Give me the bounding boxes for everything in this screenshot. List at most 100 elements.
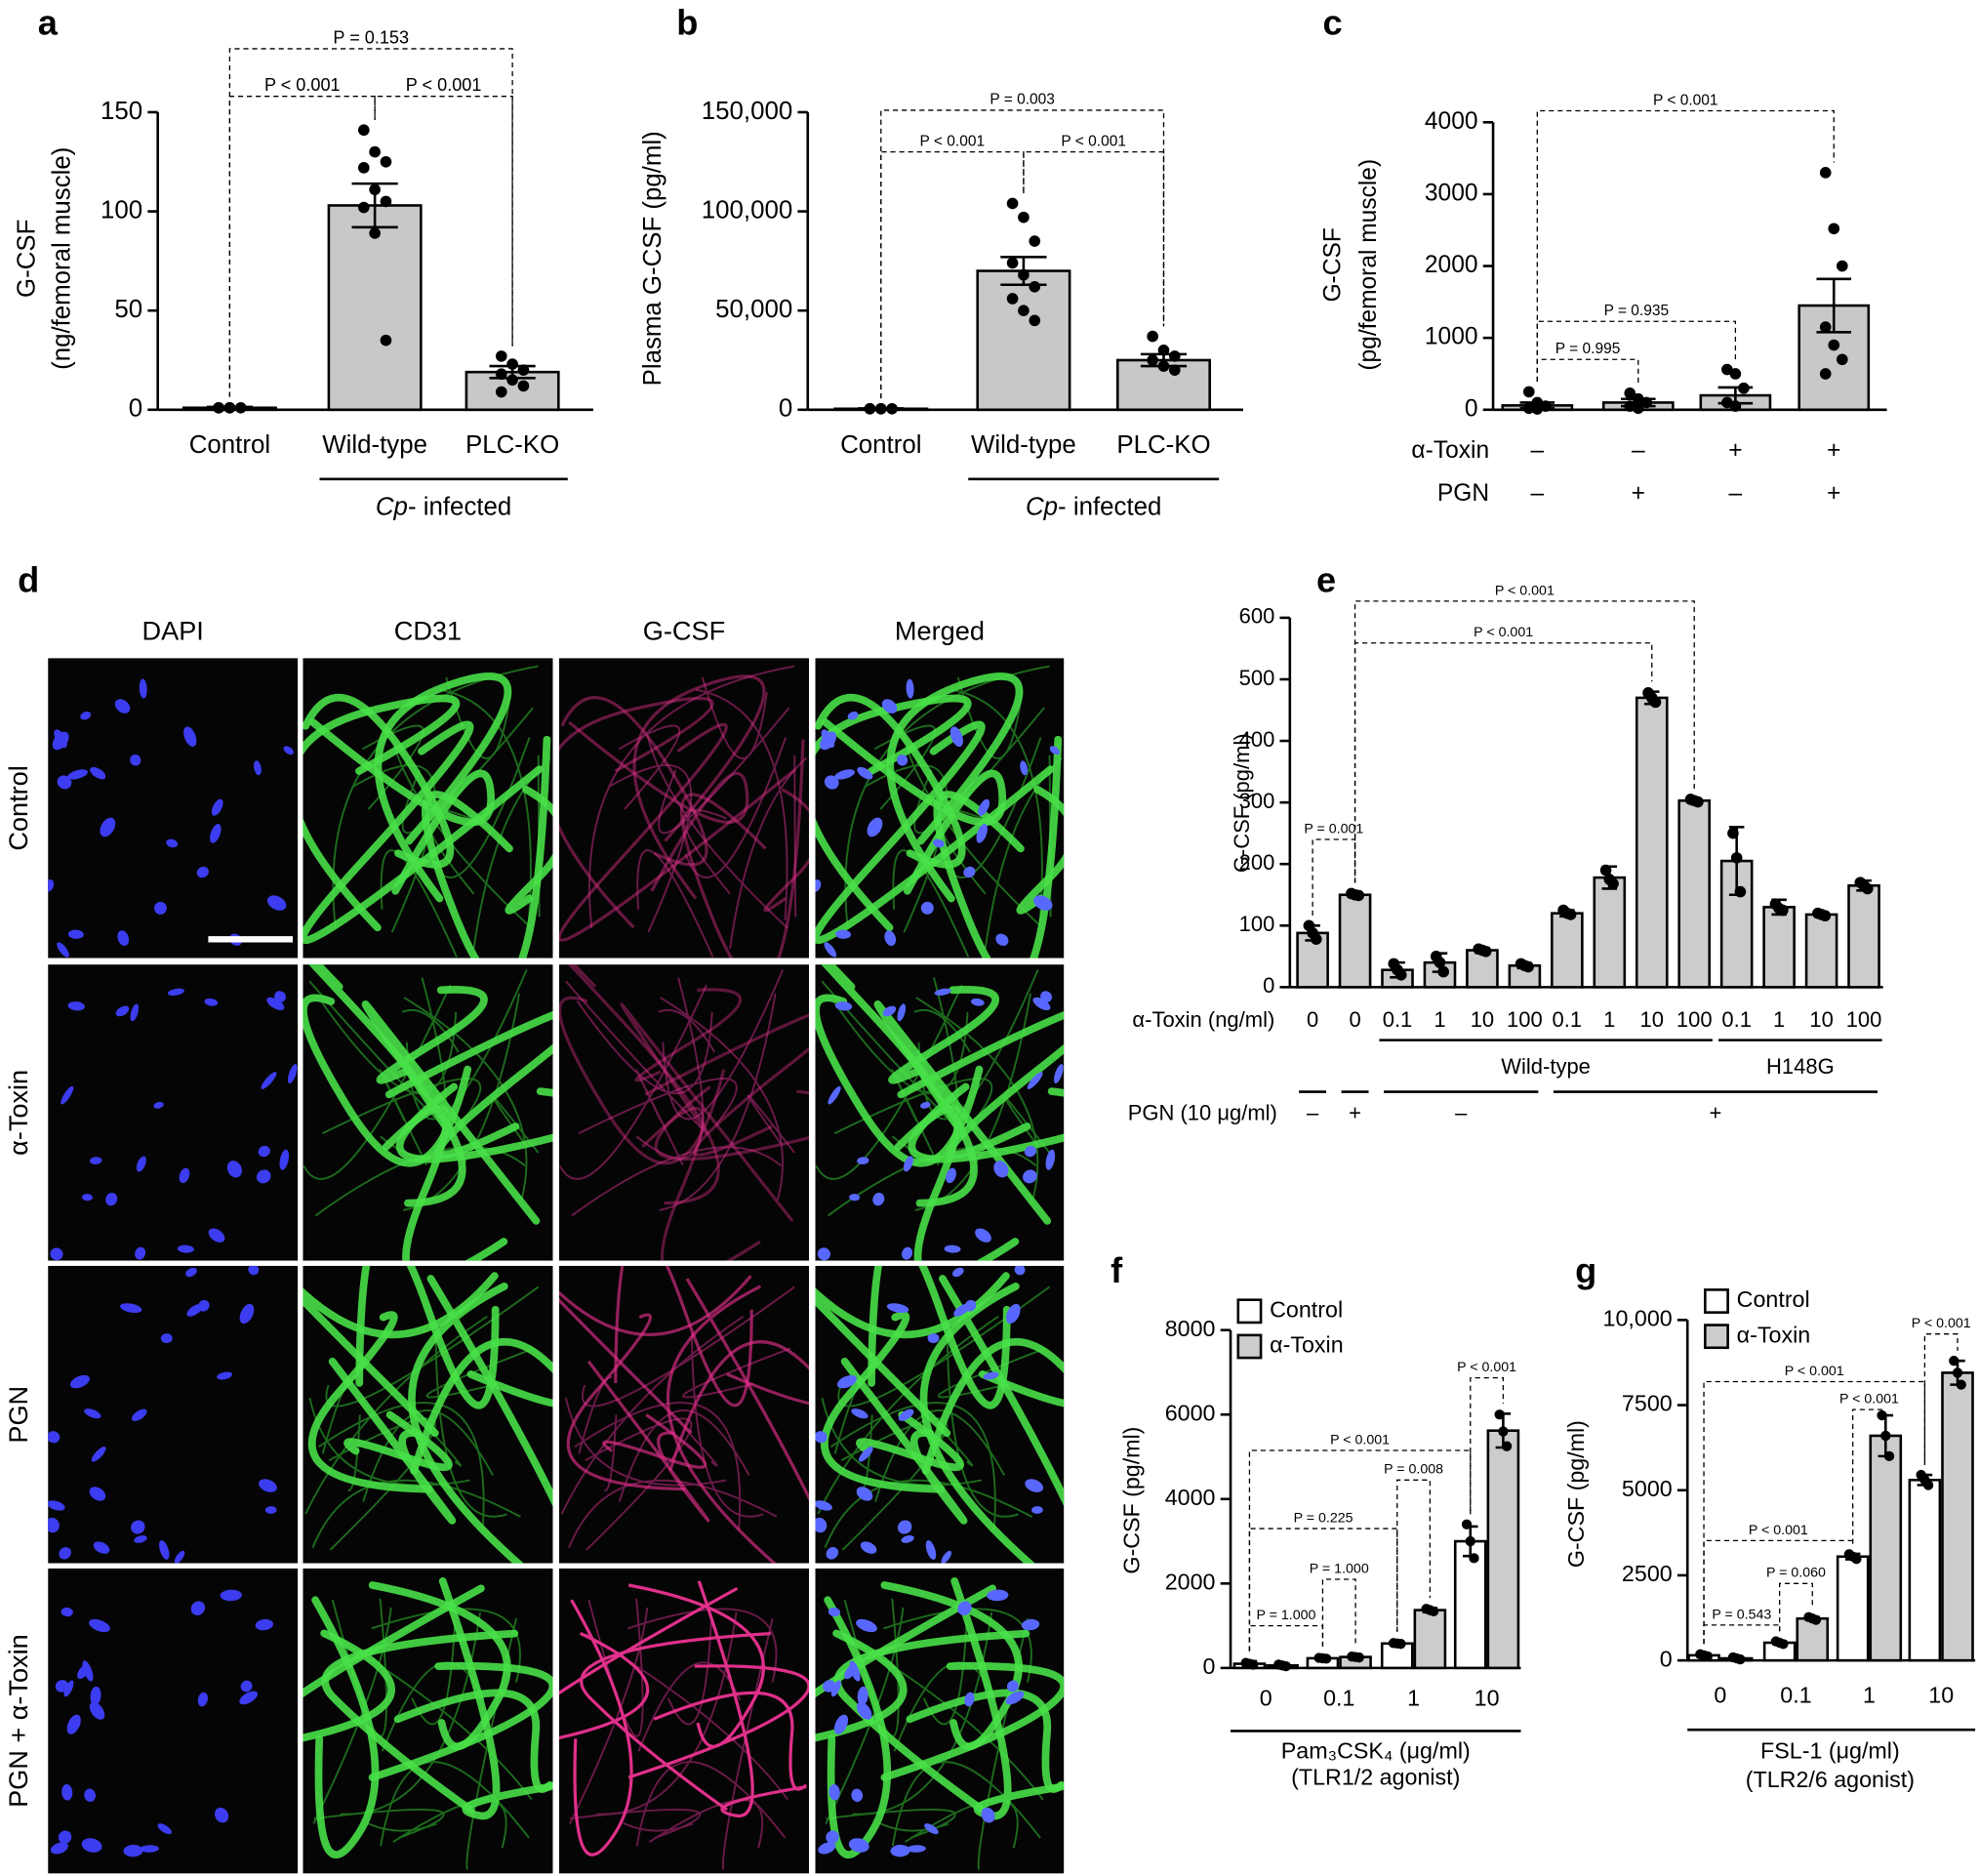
x-tick-label: 1 [1863,1683,1876,1708]
nucleus [946,1167,956,1184]
data-point [1465,1535,1475,1547]
membrane [578,1078,738,1135]
error-bar [1816,277,1852,334]
micrograph [303,658,553,958]
panel-label: c [1322,2,1342,42]
nucleus [860,1541,877,1554]
nucleus [57,775,72,790]
membrane [645,731,788,929]
data-point [1861,882,1874,895]
bar [1338,893,1372,989]
comparison-bracket [1353,600,1695,883]
nucleus [186,1303,203,1317]
chart-panel: c 0 1000 2000 3000 4000 G-CSF (pg/femoral muscl… [1320,2,1887,507]
data-point [1730,852,1743,864]
bar [1486,1429,1520,1670]
stain [558,1275,752,1435]
bar [1847,884,1880,989]
stain [558,696,714,929]
y-tick-label: 0 [129,395,142,423]
nucleus [254,760,262,776]
y-tick-label: 100 [1239,912,1275,936]
vessel [303,1272,499,1438]
nucleus [824,942,837,958]
nucleus [177,1244,194,1253]
nucleus [139,678,147,699]
nucleus [856,1487,873,1501]
membrane [445,676,512,759]
vessel [840,1357,968,1525]
nucleus [153,1101,164,1109]
nucleus [1014,1265,1026,1276]
vessel [410,1337,553,1475]
y-tick-label: 8000 [1165,1316,1216,1341]
bar [1908,1478,1942,1662]
nucleus [239,1303,255,1325]
data-point [369,145,381,158]
y-tick-label: 0 [1263,973,1274,998]
group-label: Wild-type [1501,1054,1591,1079]
nucleus [84,1408,101,1419]
nucleus [117,930,130,947]
chart-panel: g 0 2500 5000 7500 10,000 G-CSF (pg/ml) 0 0.1 1 10… [1563,1250,1976,1792]
vessel [328,1357,457,1525]
membrane [840,1417,949,1551]
y-tick-label: 50,000 [715,296,792,323]
factor-value: + [1632,480,1645,507]
nucleus [830,1680,841,1697]
data-point [1498,1426,1509,1437]
nucleus [851,1408,868,1419]
vessel [308,964,466,1207]
comparison-bracket [228,48,513,397]
membrane [439,688,532,920]
x-tick-label: 10 [1809,1007,1833,1032]
nucleus [220,1589,242,1602]
vessel [821,1311,946,1493]
nucleus [815,1500,832,1511]
stain [653,1691,808,1791]
legend-label: Control [1270,1296,1343,1322]
nucleus [279,1149,290,1170]
nucleus [50,1247,63,1261]
data-point [1702,1651,1713,1662]
y-tick-label: 50 [114,296,142,323]
legend-label: Control [1737,1286,1810,1312]
membrane [635,1069,684,1166]
membrane [303,984,452,1180]
membrane [317,1402,485,1530]
x-tick-label: Wild-type [322,431,427,459]
comparison-bracket [374,96,513,347]
data-point [1819,368,1832,380]
data-point [1735,1653,1746,1665]
vessel [393,1689,553,1793]
nucleus [131,1520,145,1534]
nucleus [274,991,286,1002]
membrane [635,1761,787,1847]
y-axis-label: (ng/femoral muscle) [48,147,75,370]
bar [1551,912,1584,989]
stain [632,674,766,900]
membrane [362,1409,494,1502]
membrane [565,980,703,1129]
nucleus [50,1842,68,1855]
comparison-bracket [1321,1578,1356,1647]
nucleus [953,1303,970,1317]
x-tick-label: PLC-KO [1116,431,1210,459]
membrane [940,1428,974,1467]
stain [627,1664,810,1779]
x-tick-label: 100 [1676,1007,1713,1032]
y-axis-label: G-CSF (pg/ml) [1563,1420,1589,1568]
data-point [1819,910,1832,922]
factor-value: – [1307,1101,1319,1125]
bar [1869,1434,1903,1662]
data-point [1434,957,1446,968]
y-tick-label: 600 [1239,604,1275,629]
nucleus [826,1546,839,1560]
nucleus [266,895,287,911]
nucleus [1033,895,1053,911]
vessel [950,1577,1065,1820]
bar [1593,876,1627,989]
micrograph [48,964,299,1261]
nucleus [964,1692,975,1707]
membrane [380,1761,530,1847]
